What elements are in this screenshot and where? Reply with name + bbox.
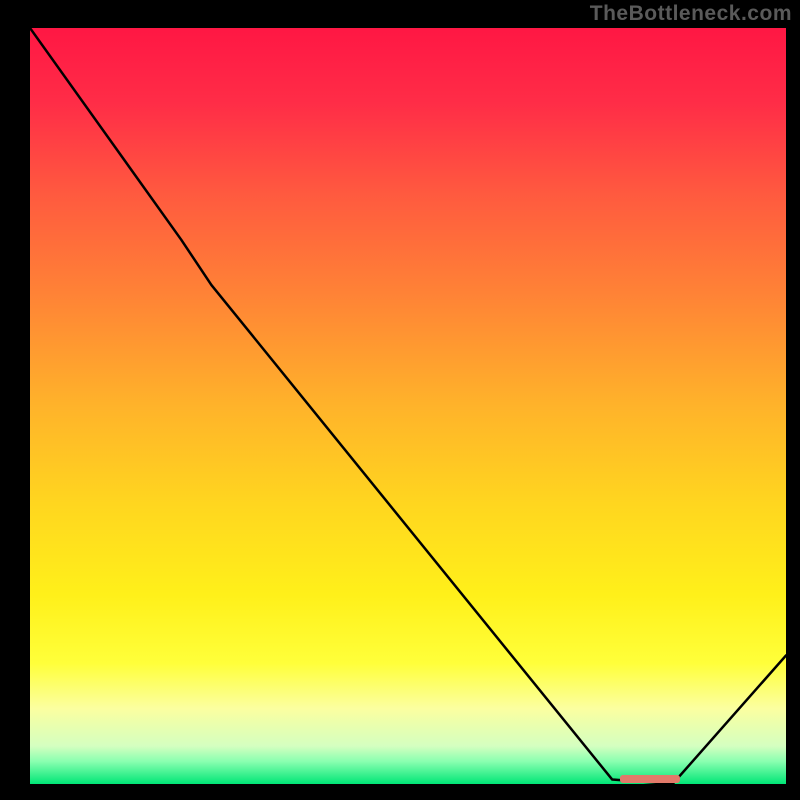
minimum-marker [620, 775, 680, 783]
bottleneck-curve [30, 28, 786, 784]
chart-plot-area [30, 28, 786, 784]
attribution-text: TheBottleneck.com [590, 2, 792, 26]
